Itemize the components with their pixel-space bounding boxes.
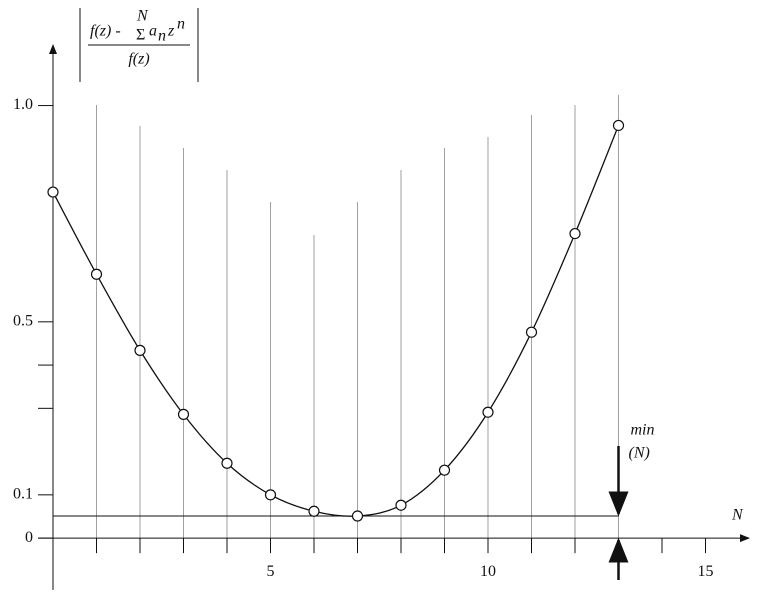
point [221,457,233,469]
y-axis-label: f(z) - Σ N a n z n f(z) [79,8,199,82]
label-part: a [149,23,157,40]
label-part: f(z) - [90,23,121,40]
point [351,510,364,522]
label-part: n [177,16,185,33]
annotation: (N) [629,445,650,462]
x-tick-label: 10 [480,563,496,580]
x-tick-label: 5 [267,563,275,580]
point [525,326,538,338]
point [134,344,146,356]
label-part: Σ [136,27,145,44]
label-part: N [136,8,149,25]
point [90,268,103,280]
point [438,464,451,476]
y-tick-label: 0 [25,529,33,546]
curve [52,125,620,517]
x-axis-label: N [731,507,744,524]
point [395,499,407,511]
label-part: n [158,28,166,45]
label-part: z [167,23,175,40]
point [308,505,320,517]
label-part: f(z) [128,51,149,68]
guide-lines [96,95,619,538]
point [264,489,277,501]
y-tick-label: 0.5 [13,312,33,329]
point [47,186,59,198]
y-tick-label: 0.1 [13,486,33,503]
y-tick-label: 1.0 [13,96,33,113]
point [177,408,190,420]
x-tick-label: 15 [698,563,714,580]
point [612,119,625,132]
point [569,227,581,240]
annotation: min [631,422,655,439]
point [482,406,494,418]
